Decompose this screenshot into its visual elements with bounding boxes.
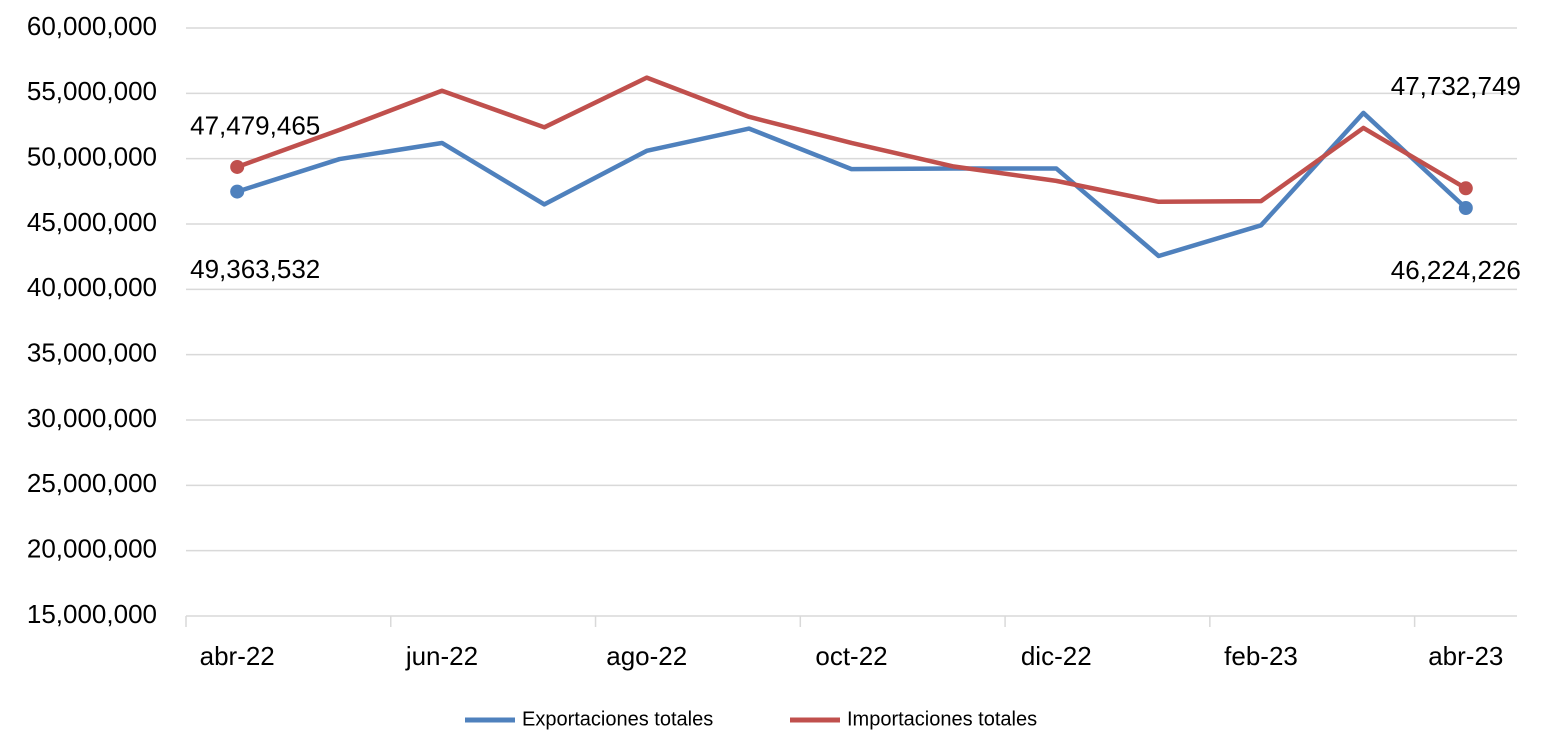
- data-label: 49,363,532: [190, 254, 320, 284]
- x-tick-label: dic-22: [1021, 641, 1092, 671]
- legend-label: Exportaciones totales: [522, 708, 713, 730]
- point-marker: [230, 159, 245, 174]
- x-tick-label: feb-23: [1224, 641, 1298, 671]
- y-tick-label: 60,000,000: [27, 11, 157, 41]
- y-tick-label: 30,000,000: [27, 403, 157, 433]
- series-line: [236, 110, 1468, 259]
- data-label: 46,224,226: [1391, 255, 1521, 285]
- y-tick-label: 55,000,000: [27, 76, 157, 106]
- data-label: 47,479,465: [190, 110, 320, 140]
- x-tick-label: abr-23: [1428, 641, 1503, 671]
- y-tick-label: 50,000,000: [27, 142, 157, 172]
- point-marker: [1458, 181, 1473, 196]
- y-tick-label: 25,000,000: [27, 468, 157, 498]
- y-tick-label: 35,000,000: [27, 338, 157, 368]
- point-marker: [1458, 201, 1473, 216]
- x-tick-label: ago-22: [606, 641, 687, 671]
- x-tick-label: abr-22: [200, 641, 275, 671]
- y-tick-label: 40,000,000: [27, 272, 157, 302]
- x-tick-label: jun-22: [405, 641, 478, 671]
- legend-label: Importaciones totales: [847, 708, 1037, 730]
- y-tick-label: 20,000,000: [27, 534, 157, 564]
- x-tick-label: oct-22: [815, 641, 887, 671]
- y-tick-label: 45,000,000: [27, 207, 157, 237]
- data-label: 47,732,749: [1391, 71, 1521, 101]
- series-line: [236, 75, 1467, 205]
- point-marker: [230, 184, 245, 199]
- y-tick-label: 15,000,000: [27, 599, 157, 629]
